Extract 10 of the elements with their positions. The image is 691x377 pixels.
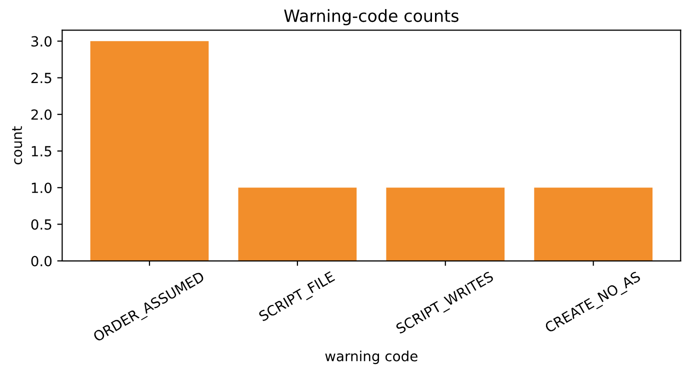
y-tick-label: 3.0: [31, 36, 52, 47]
y-tick-label: 1.0: [32, 182, 52, 194]
y-tick-label: 0.5: [31, 219, 52, 230]
y-tick-label: 2.5: [31, 72, 52, 84]
x-axis-title: warning code: [325, 350, 418, 364]
y-tick-label: 2.0: [31, 109, 52, 120]
chart-title: Warning-code counts: [284, 9, 458, 26]
y-axis-title: count: [12, 126, 22, 164]
y-tick-label: 0.0: [31, 256, 52, 266]
y-tick-label: 1.5: [32, 146, 52, 156]
